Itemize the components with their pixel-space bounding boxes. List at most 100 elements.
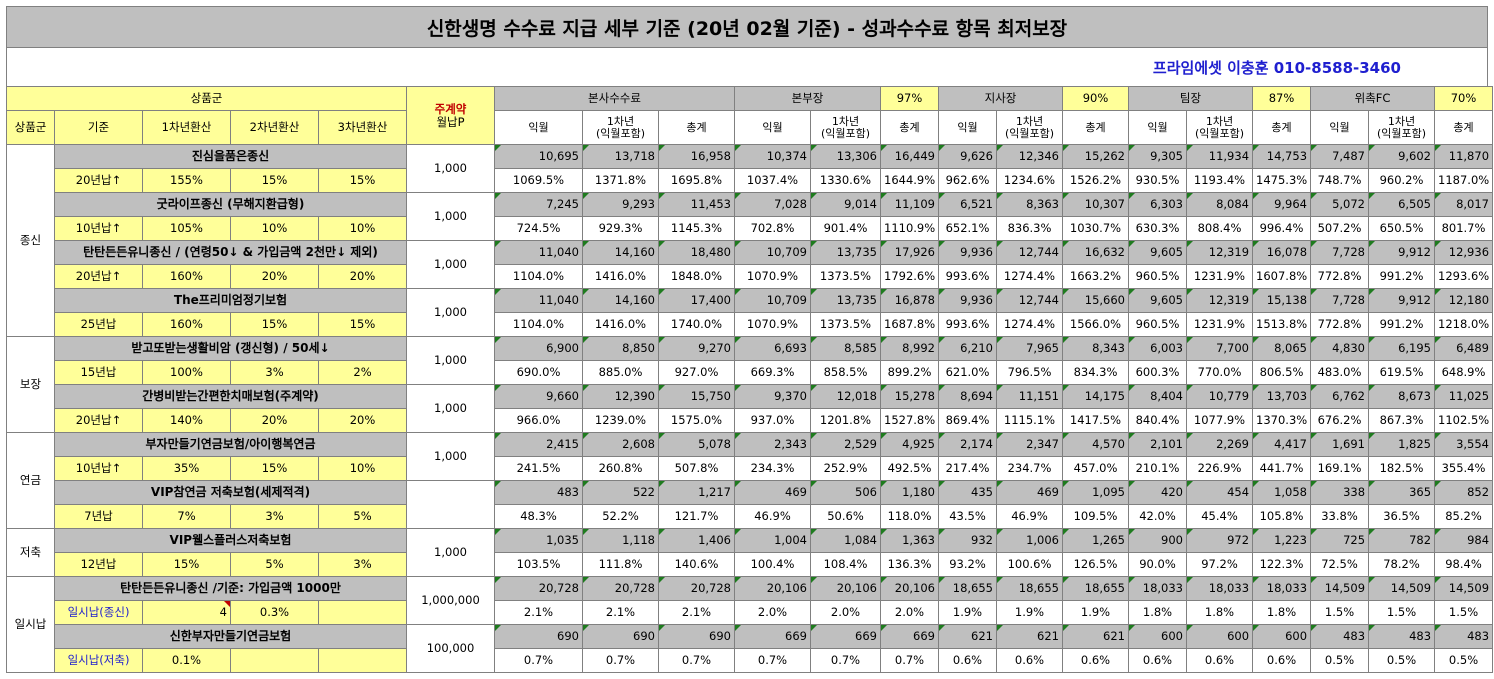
rate-cell: 650.5% — [1368, 216, 1436, 241]
amount-cell: 5,078 — [658, 432, 735, 457]
amount-cell: 365 — [1368, 480, 1436, 505]
rate-cell: 1330.6% — [810, 168, 881, 193]
rate-cell: 1115.1% — [996, 408, 1063, 433]
rate-cell: 0.6% — [996, 648, 1063, 673]
amount-cell: 669 — [880, 624, 939, 649]
rate-cell: 1566.0% — [1062, 312, 1129, 337]
rate-cell: 0.6% — [938, 648, 997, 673]
premium-cell: 1,000,000 — [406, 576, 495, 625]
rate-cell: 1.9% — [1062, 600, 1129, 625]
amount-cell: 6,195 — [1368, 336, 1436, 361]
amount-cell: 11,453 — [658, 192, 735, 217]
amount-cell: 1,058 — [1252, 480, 1312, 505]
amount-cell: 8,673 — [1368, 384, 1436, 409]
rate-cell: 748.7% — [1310, 168, 1370, 193]
amount-cell: 9,370 — [734, 384, 811, 409]
year2-rate: 20% — [230, 264, 319, 289]
year2-rate: 0.3% — [230, 600, 319, 625]
product-group-header: 상품군 — [6, 86, 407, 111]
rate-cell: 1.9% — [938, 600, 997, 625]
amount-cell: 9,912 — [1368, 240, 1436, 265]
rate-cell: 46.9% — [996, 504, 1063, 529]
category-cell: 저축 — [6, 528, 55, 577]
rate-cell: 78.2% — [1368, 552, 1436, 577]
rate-cell: 483.0% — [1310, 360, 1370, 385]
amount-cell: 1,118 — [582, 528, 659, 553]
amount-cell: 1,006 — [996, 528, 1063, 553]
amount-cell: 8,585 — [810, 336, 881, 361]
amount-cell: 17,400 — [658, 288, 735, 313]
rate-cell: 2.1% — [582, 600, 659, 625]
amount-cell: 14,160 — [582, 288, 659, 313]
product-row: 연금 부자만들기연금보험/아이행복연금 1,000 2,415 2,608 5,078 2,… — [6, 432, 1494, 529]
amount-cell: 16,078 — [1252, 240, 1312, 265]
rate-cell: 85.2% — [1434, 504, 1494, 529]
product-row: 종신 진심을품은종신 1,000 10,695 13,718 16,958 10,374 13… — [6, 144, 1494, 337]
rate-cell: 1104.0% — [494, 264, 583, 289]
amount-cell: 10,709 — [734, 288, 811, 313]
product-name: 진심을품은종신 — [54, 144, 407, 169]
amount-cell: 15,750 — [658, 384, 735, 409]
rate-cell: 441.7% — [1252, 456, 1312, 481]
year1-rate: 155% — [142, 168, 231, 193]
rate-cell: 1792.6% — [880, 264, 939, 289]
amount-cell: 10,374 — [734, 144, 811, 169]
amount-cell: 11,151 — [996, 384, 1063, 409]
amount-cell: 7,245 — [494, 192, 583, 217]
rate-cell: 252.9% — [810, 456, 881, 481]
sub-header: 1차년 (익월포함) — [1185, 110, 1254, 145]
amount-cell: 1,095 — [1062, 480, 1129, 505]
info-row: 프라임에셋 이충훈 010-8588-3460 — [6, 48, 1488, 86]
rate-cell: 2.1% — [658, 600, 735, 625]
rate-cell: 0.7% — [494, 648, 583, 673]
rate-cell: 1.5% — [1368, 600, 1436, 625]
rate-cell: 1069.5% — [494, 168, 583, 193]
year2-rate: 20% — [230, 408, 319, 433]
rate-cell: 48.3% — [494, 504, 583, 529]
amount-cell: 725 — [1310, 528, 1370, 553]
amount-cell: 338 — [1310, 480, 1370, 505]
year3-rate: 15% — [318, 312, 407, 337]
rate-cell: 36.5% — [1368, 504, 1436, 529]
rate-cell: 1526.2% — [1062, 168, 1129, 193]
rate-cell: 217.4% — [938, 456, 997, 481]
product-row: 저축 VIP웰스플러스저축보험 1,000 1,035 1,118 1,406 1,004 1… — [6, 528, 1494, 577]
rate-row: 20년납↑ 140% 20% 20% 966.0% 1239.0% 1575.0% 937.0… — [7, 408, 1494, 433]
amount-cell: 10,779 — [1185, 384, 1254, 409]
rate-cell: 2.0% — [734, 600, 811, 625]
rate-cell: 492.5% — [880, 456, 939, 481]
sub-header: 익월 — [494, 110, 583, 145]
rate-cell: 100.4% — [734, 552, 811, 577]
year1-rate: 15% — [142, 552, 231, 577]
rate-cell: 43.5% — [938, 504, 997, 529]
amount-cell: 9,293 — [582, 192, 659, 217]
product-name: 신한부자만들기연금보험 — [54, 624, 407, 649]
rate-cell: 234.7% — [996, 456, 1063, 481]
amount-cell: 14,175 — [1062, 384, 1129, 409]
amount-cell: 4,570 — [1062, 432, 1129, 457]
amount-cell: 2,269 — [1185, 432, 1254, 457]
rate-cell: 1575.0% — [658, 408, 735, 433]
rate-row: 20년납↑ 155% 15% 15% 1069.5% 1371.8% 1695.8% 1037… — [7, 168, 1494, 193]
amount-cell: 9,626 — [938, 144, 997, 169]
amount-cell: 690 — [658, 624, 735, 649]
rate-cell: 669.3% — [734, 360, 811, 385]
rate-cell: 840.4% — [1128, 408, 1187, 433]
amount-cell: 6,303 — [1128, 192, 1187, 217]
rate-cell: 836.3% — [996, 216, 1063, 241]
rate-cell: 1145.3% — [658, 216, 735, 241]
rate-cell: 1274.4% — [996, 264, 1063, 289]
basis-cell: 일시납(종신) — [54, 600, 143, 625]
rate-cell: 1234.6% — [996, 168, 1063, 193]
amount-cell: 600 — [1185, 624, 1254, 649]
amount-cell: 6,505 — [1368, 192, 1436, 217]
rate-cell: 140.6% — [658, 552, 735, 577]
header-row-1: 상품군 주계약 월납P 본사수수료 본부장 97% 지사장 90% 팀장 87% 위촉FC 70% — [6, 86, 1494, 145]
sub-header: 익월 — [1310, 110, 1370, 145]
basis-cell: 15년납 — [54, 360, 143, 385]
rate-cell: 991.2% — [1368, 264, 1436, 289]
rate-cell: 46.9% — [734, 504, 811, 529]
rate-cell: 1740.0% — [658, 312, 735, 337]
product-name: 부자만들기연금보험/아이행복연금 — [54, 432, 407, 457]
amount-cell: 12,744 — [996, 240, 1063, 265]
